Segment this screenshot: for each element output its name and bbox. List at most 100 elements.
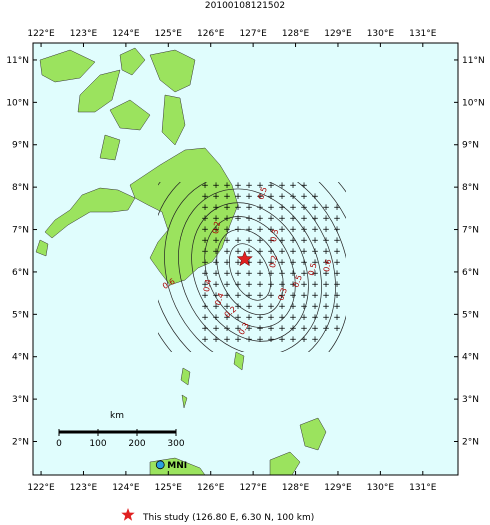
contour-label: 0.3 bbox=[276, 287, 289, 302]
grid-point: + bbox=[234, 192, 242, 202]
grid-point: + bbox=[212, 313, 220, 323]
grid-point: + bbox=[212, 324, 220, 334]
y-tick-label: 10°N bbox=[6, 98, 29, 108]
grid-point: + bbox=[333, 236, 341, 246]
land bbox=[35, 47, 327, 475]
grid-point: + bbox=[234, 335, 242, 345]
contour-label: 0.5 bbox=[256, 186, 269, 201]
grid-point: + bbox=[322, 247, 330, 257]
contour-label: 0.4 bbox=[202, 279, 213, 293]
grid-point: + bbox=[245, 302, 253, 312]
grid-point: + bbox=[300, 291, 308, 301]
grid-point: + bbox=[256, 214, 264, 224]
grid-point: + bbox=[201, 269, 209, 279]
x-tick-label: 126°E bbox=[197, 483, 225, 493]
grid-point: + bbox=[278, 214, 286, 224]
grid-point: + bbox=[289, 258, 297, 268]
y-tick-label: 2°N bbox=[12, 438, 29, 448]
x-tick-label: 124°E bbox=[112, 29, 140, 39]
grid-point: + bbox=[223, 313, 231, 323]
grid-point: + bbox=[234, 269, 242, 279]
grid-point: + bbox=[289, 247, 297, 257]
scale-tick-label: 300 bbox=[167, 439, 184, 449]
grid-point: + bbox=[311, 269, 319, 279]
grid-point: + bbox=[245, 269, 253, 279]
y-tick-label: 6°N bbox=[462, 268, 479, 278]
grid-point: + bbox=[234, 225, 242, 235]
y-tick-label: 5°N bbox=[12, 310, 29, 320]
grid-point: + bbox=[201, 214, 209, 224]
grid-point: + bbox=[234, 247, 242, 257]
y-tick-label: 3°N bbox=[462, 395, 479, 405]
grid-point: + bbox=[278, 247, 286, 257]
grid-point: + bbox=[223, 192, 231, 202]
grid-point: + bbox=[322, 291, 330, 301]
x-tick-label: 130°E bbox=[367, 483, 395, 493]
grid-point: + bbox=[289, 236, 297, 246]
grid-point: + bbox=[267, 247, 275, 257]
grid-point: + bbox=[212, 269, 220, 279]
contour-label: 0.2 bbox=[211, 221, 222, 235]
grid-point: + bbox=[245, 247, 253, 257]
grid-point: + bbox=[311, 203, 319, 213]
epicenter bbox=[236, 250, 253, 267]
grid-point: + bbox=[267, 324, 275, 334]
grid-point: + bbox=[300, 258, 308, 268]
grid-point: + bbox=[212, 247, 220, 257]
grid-point: + bbox=[256, 181, 264, 191]
grid-point: + bbox=[245, 280, 253, 290]
grid-point: + bbox=[289, 214, 297, 224]
grid-point: + bbox=[300, 324, 308, 334]
grid-point: + bbox=[322, 280, 330, 290]
grid-point: + bbox=[333, 225, 341, 235]
grid-point: + bbox=[278, 302, 286, 312]
grid-point: + bbox=[256, 324, 264, 334]
grid-point: + bbox=[256, 236, 264, 246]
grid-point: + bbox=[212, 302, 220, 312]
scale-unit: km bbox=[110, 411, 124, 421]
grid-point: + bbox=[245, 236, 253, 246]
grid-point: + bbox=[234, 258, 242, 268]
grid-point: + bbox=[300, 302, 308, 312]
grid-point: + bbox=[201, 192, 209, 202]
grid-point: + bbox=[267, 280, 275, 290]
grid-point: + bbox=[311, 302, 319, 312]
grid-point: + bbox=[212, 225, 220, 235]
grid-point: + bbox=[267, 269, 275, 279]
grid-point: + bbox=[212, 335, 220, 345]
grid-point: + bbox=[256, 291, 264, 301]
grid-point: + bbox=[223, 203, 231, 213]
grid-point: + bbox=[212, 203, 220, 213]
y-tick-label: 9°N bbox=[12, 141, 29, 151]
grid-point: + bbox=[322, 214, 330, 224]
grid-point: + bbox=[333, 280, 341, 290]
grid-point: + bbox=[333, 247, 341, 257]
frame bbox=[32, 42, 459, 476]
contour-label: 0.5 bbox=[307, 262, 319, 277]
grid-point: + bbox=[311, 313, 319, 323]
grid-point: + bbox=[278, 192, 286, 202]
grid-point: + bbox=[278, 236, 286, 246]
contour-label: 0.5 bbox=[291, 274, 304, 289]
grid-point: + bbox=[245, 192, 253, 202]
grid-point: + bbox=[300, 280, 308, 290]
grid-point: + bbox=[223, 335, 231, 345]
grid-point: + bbox=[322, 225, 330, 235]
grid-point: + bbox=[245, 214, 253, 224]
x-tick-label: 123°E bbox=[70, 483, 98, 493]
grid-point: + bbox=[245, 291, 253, 301]
y-tick-label: 2°N bbox=[462, 438, 479, 448]
grid-point: + bbox=[201, 335, 209, 345]
grid-point: + bbox=[234, 236, 242, 246]
y-tick-label: 7°N bbox=[462, 226, 479, 236]
grid-point: + bbox=[333, 203, 341, 213]
map-title: 20100108121502 bbox=[205, 1, 285, 11]
grid-point: + bbox=[256, 335, 264, 345]
grid-point: + bbox=[289, 335, 297, 345]
grid-point: + bbox=[256, 225, 264, 235]
grid-point: + bbox=[278, 258, 286, 268]
grid-point: + bbox=[311, 291, 319, 301]
grid-point: + bbox=[212, 181, 220, 191]
grid-point: + bbox=[267, 214, 275, 224]
